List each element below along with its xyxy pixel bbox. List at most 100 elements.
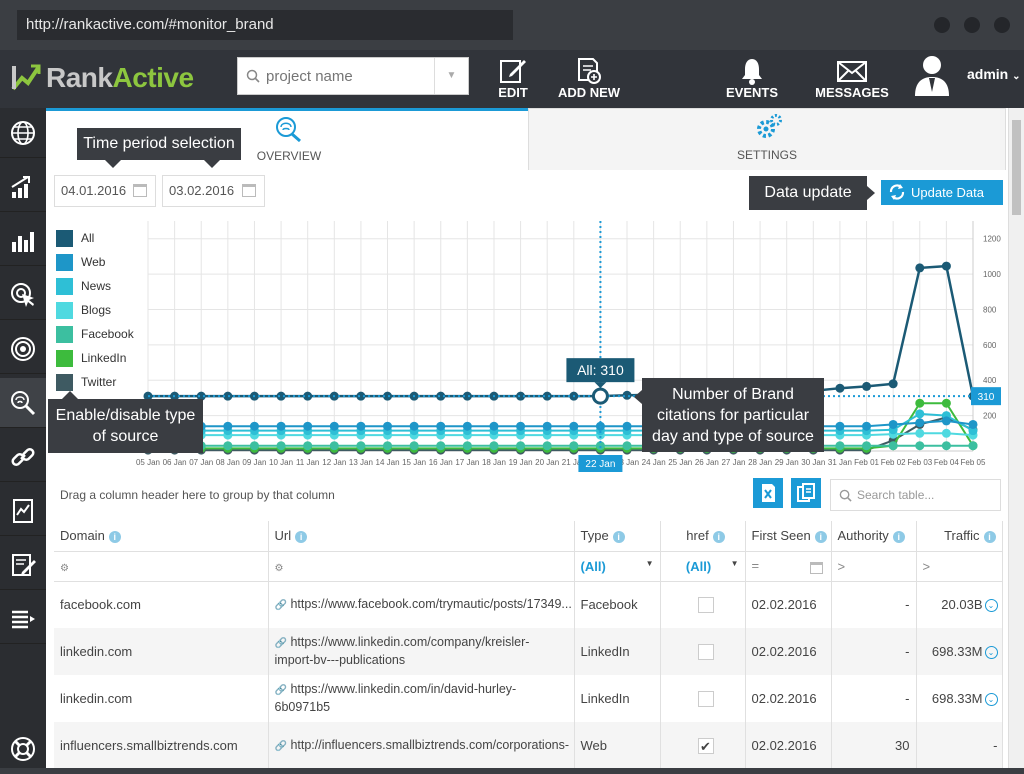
column-header-first-seen[interactable]: First Seen i bbox=[745, 521, 832, 552]
table-row[interactable]: linkedin.com 🔗 https://www.linkedin.com/c… bbox=[54, 628, 1003, 675]
table-search-input[interactable]: Search table... bbox=[830, 479, 1001, 511]
messages-button[interactable]: MESSAGES bbox=[814, 54, 890, 104]
sidebar-help-button[interactable] bbox=[0, 724, 46, 774]
rankactive-logo[interactable]: RankActive bbox=[10, 58, 215, 98]
legend-item[interactable]: LinkedIn bbox=[56, 346, 134, 370]
project-name-input[interactable] bbox=[266, 58, 436, 94]
sidebar-target-button[interactable] bbox=[0, 324, 46, 374]
sidebar-globe-button[interactable] bbox=[0, 108, 46, 158]
url-text-line1[interactable]: https://www.linkedin.com/company/kreisle… bbox=[290, 635, 530, 649]
date-from-input[interactable]: 04.01.2016 bbox=[54, 175, 156, 207]
domain-filter[interactable]: ⚙ bbox=[54, 551, 269, 582]
sidebar-backlinks-button[interactable] bbox=[0, 432, 46, 482]
sidebar-clicks-button[interactable] bbox=[0, 270, 46, 320]
user-avatar[interactable] bbox=[912, 52, 952, 98]
legend-swatch[interactable] bbox=[56, 277, 73, 295]
info-icon[interactable]: i bbox=[892, 531, 905, 544]
legend-item[interactable]: Facebook bbox=[56, 322, 134, 346]
url-text-line1[interactable]: https://www.facebook.com/trymautic/posts… bbox=[290, 596, 572, 611]
address-bar[interactable]: http://rankactive.com/#monitor_brand bbox=[17, 10, 513, 40]
href-filter-dropdown[interactable]: (All) ▼ bbox=[660, 551, 746, 582]
legend-swatch[interactable] bbox=[56, 349, 73, 367]
user-menu[interactable]: admin ⌄ bbox=[967, 66, 1021, 82]
info-icon[interactable]: i bbox=[983, 531, 996, 544]
table-row[interactable]: facebook.com 🔗 https://www.facebook.com/t… bbox=[54, 581, 1003, 628]
page-scrollbar[interactable] bbox=[1008, 108, 1024, 768]
x-tick-label: 27 Jan bbox=[721, 458, 745, 467]
info-icon[interactable]: i bbox=[814, 531, 827, 544]
tab-settings[interactable]: SETTINGS bbox=[528, 108, 1006, 170]
info-icon[interactable]: i bbox=[712, 531, 725, 544]
legend-item[interactable]: Twitter bbox=[56, 370, 134, 394]
chevron-down-icon[interactable]: ⌄ bbox=[984, 646, 998, 660]
column-header-domain[interactable]: Domain i bbox=[54, 521, 269, 552]
chevron-down-icon[interactable]: ⌄ bbox=[984, 693, 998, 707]
filter-icon: ⚙ bbox=[60, 562, 69, 574]
calendar-icon[interactable] bbox=[242, 184, 256, 197]
data-point bbox=[436, 441, 446, 451]
link-icon[interactable]: 🔗 bbox=[274, 599, 287, 611]
url-cell[interactable]: 🔗 https://www.linkedin.com/company/kreis… bbox=[268, 628, 575, 675]
url-text-line1[interactable]: https://www.linkedin.com/in/david-hurley… bbox=[290, 682, 517, 696]
url-cell[interactable]: 🔗 https://www.facebook.com/trymautic/pos… bbox=[268, 581, 575, 628]
traffic-filter[interactable]: > bbox=[916, 551, 1003, 582]
update-data-button[interactable]: Update Data bbox=[881, 180, 1003, 205]
url-text-line1[interactable]: http://influencers.smallbiztrends.com/co… bbox=[290, 737, 570, 752]
column-header-traffic[interactable]: Traffic i bbox=[916, 521, 1003, 552]
url-text-line2[interactable]: 6b0971b5 bbox=[274, 700, 331, 714]
first-seen-filter[interactable]: = bbox=[745, 551, 832, 582]
calendar-icon[interactable] bbox=[809, 562, 823, 574]
legend-swatch[interactable] bbox=[56, 253, 73, 271]
url-filter[interactable]: ⚙ bbox=[268, 551, 575, 582]
window-minimize-button[interactable] bbox=[934, 17, 950, 33]
link-icon[interactable]: 🔗 bbox=[274, 638, 287, 649]
info-icon[interactable]: i bbox=[612, 531, 625, 544]
link-icon[interactable]: 🔗 bbox=[274, 685, 287, 696]
date-to-input[interactable]: 03.02.2016 bbox=[162, 175, 265, 207]
legend-swatch[interactable] bbox=[56, 325, 73, 343]
legend-item[interactable]: All bbox=[56, 226, 134, 250]
column-header-authority[interactable]: Authority i bbox=[831, 521, 917, 552]
column-chooser-button[interactable] bbox=[791, 478, 821, 508]
url-text-line2[interactable]: import-bv---publications bbox=[274, 653, 406, 667]
url-cell[interactable]: 🔗 https://www.linkedin.com/in/david-hurl… bbox=[268, 675, 575, 722]
legend-item[interactable]: Web bbox=[56, 250, 134, 274]
sidebar-reports-button[interactable] bbox=[0, 486, 46, 536]
legend-item[interactable]: Blogs bbox=[56, 298, 134, 322]
add-new-button[interactable]: ADD NEW bbox=[552, 54, 626, 104]
window-maximize-button[interactable] bbox=[964, 17, 980, 33]
sidebar-list-button[interactable] bbox=[0, 594, 46, 644]
sidebar-notes-button[interactable] bbox=[0, 540, 46, 590]
sidebar-rankings-button[interactable] bbox=[0, 162, 46, 212]
legend-swatch[interactable] bbox=[56, 301, 73, 319]
legend-item[interactable]: News bbox=[56, 274, 134, 298]
column-header-href[interactable]: href i bbox=[660, 521, 746, 552]
sidebar-brand-monitor-button[interactable] bbox=[0, 378, 46, 428]
calendar-icon[interactable] bbox=[133, 184, 147, 197]
project-selector[interactable]: ▼ bbox=[237, 57, 469, 95]
chevron-down-icon[interactable]: ▼ bbox=[434, 58, 468, 94]
chevron-down-icon[interactable]: ⌄ bbox=[984, 599, 998, 613]
brand-citations-chart[interactable]: 200 400 600 800 1000 1200 05 Jan 06 Jan 07 Jan 08… bbox=[132, 218, 1008, 476]
legend-swatch[interactable] bbox=[56, 373, 73, 391]
table-row[interactable]: influencers.smallbiztrends.com 🔗 http://i… bbox=[54, 722, 1003, 768]
scrollbar-thumb[interactable] bbox=[1012, 120, 1021, 215]
window-close-button[interactable] bbox=[994, 17, 1010, 33]
info-icon[interactable]: i bbox=[108, 531, 121, 544]
data-point bbox=[489, 441, 499, 451]
info-icon[interactable]: i bbox=[295, 531, 308, 544]
column-header-url[interactable]: Url i bbox=[268, 521, 575, 552]
legend-swatch[interactable] bbox=[56, 229, 73, 247]
export-excel-button[interactable] bbox=[753, 478, 783, 508]
url-cell[interactable]: 🔗 http://influencers.smallbiztrends.com/… bbox=[268, 722, 575, 768]
link-icon[interactable]: 🔗 bbox=[274, 740, 287, 752]
column-header-type[interactable]: Type i bbox=[574, 521, 661, 552]
data-point bbox=[249, 421, 259, 431]
edit-button[interactable]: EDIT bbox=[492, 54, 534, 104]
sidebar-competitors-button[interactable] bbox=[0, 216, 46, 266]
traffic-cell: 698.33M ⌄ bbox=[916, 675, 1003, 722]
type-filter-dropdown[interactable]: (All) ▼ bbox=[574, 551, 661, 582]
authority-filter[interactable]: > bbox=[831, 551, 917, 582]
table-row[interactable]: linkedin.com 🔗 https://www.linkedin.com/i… bbox=[54, 675, 1003, 722]
events-button[interactable]: EVENTS bbox=[724, 54, 780, 104]
